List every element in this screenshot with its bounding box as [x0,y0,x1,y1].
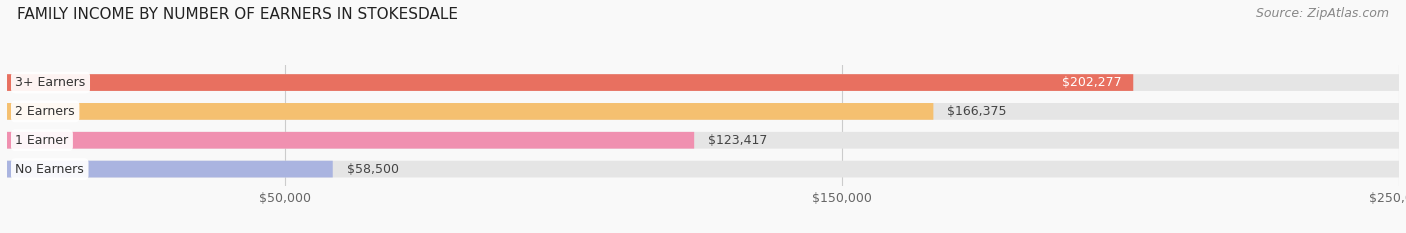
Text: $123,417: $123,417 [709,134,768,147]
Text: 2 Earners: 2 Earners [15,105,75,118]
FancyBboxPatch shape [7,161,333,178]
Text: 3+ Earners: 3+ Earners [15,76,86,89]
Text: $202,277: $202,277 [1063,76,1122,89]
FancyBboxPatch shape [7,132,1399,149]
Text: FAMILY INCOME BY NUMBER OF EARNERS IN STOKESDALE: FAMILY INCOME BY NUMBER OF EARNERS IN ST… [17,7,458,22]
FancyBboxPatch shape [7,103,934,120]
Text: $166,375: $166,375 [948,105,1007,118]
FancyBboxPatch shape [7,161,1399,178]
FancyBboxPatch shape [7,103,1399,120]
FancyBboxPatch shape [7,74,1133,91]
FancyBboxPatch shape [7,132,695,149]
Text: 1 Earner: 1 Earner [15,134,69,147]
Text: $58,500: $58,500 [347,163,399,176]
Text: No Earners: No Earners [15,163,84,176]
Text: Source: ZipAtlas.com: Source: ZipAtlas.com [1256,7,1389,20]
FancyBboxPatch shape [7,74,1399,91]
